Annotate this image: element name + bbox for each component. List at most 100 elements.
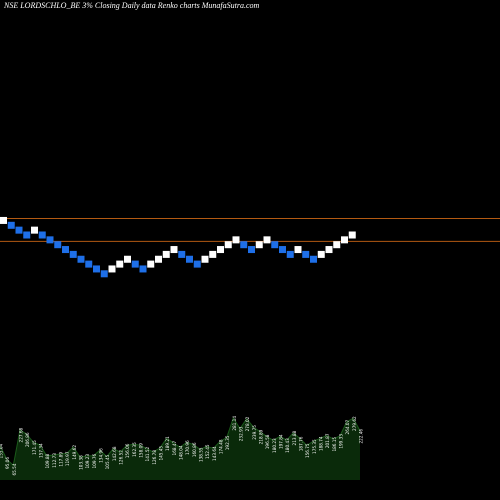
volume-label: 174.48 <box>219 439 224 454</box>
volume-line <box>0 416 361 467</box>
volume-label: 189.21 <box>165 436 170 451</box>
volume-label: 126.52 <box>119 450 124 465</box>
renko-brick-up <box>232 236 240 244</box>
renko-brick-down <box>286 250 294 258</box>
renko-brick-up <box>333 241 341 249</box>
renko-brick-down <box>15 226 23 234</box>
renko-brick-up <box>325 246 333 254</box>
volume-label: 141.52 <box>145 446 150 461</box>
renko-brick-up <box>209 250 217 258</box>
renko-brick-down <box>100 270 108 278</box>
volume-label: 213.88 <box>292 430 297 445</box>
volume-label: 188.74 <box>319 436 324 451</box>
volume-label: 206.86 <box>25 432 30 447</box>
volume-label: 227.68 <box>19 427 24 442</box>
renko-brick-down <box>178 250 186 258</box>
volume-label: 192.35 <box>225 435 230 450</box>
volume-label: 197.84 <box>279 434 284 449</box>
volume-label: 156.06 <box>125 443 130 458</box>
volume-label: 65.54 <box>12 463 17 475</box>
volume-label: 278.02 <box>245 416 250 431</box>
renko-brick-down <box>193 260 201 268</box>
renko-brick-down <box>271 241 279 249</box>
volume-label: 149.62 <box>72 445 77 460</box>
renko-brick-up <box>341 236 348 244</box>
volume-label: 187.76 <box>299 436 304 451</box>
volume-label: 126.78 <box>152 450 157 465</box>
renko-brick-down <box>54 241 62 249</box>
renko-brick-up <box>294 246 302 254</box>
volume-label: 162.35 <box>132 442 137 457</box>
volume-label: 199.33 <box>339 434 344 449</box>
renko-brick-up <box>162 250 170 258</box>
volume-area <box>0 416 361 480</box>
renko-brick-down <box>46 236 54 244</box>
reference-lines <box>0 217 500 242</box>
renko-brick-down <box>38 231 46 239</box>
chart-title: NSE LORDSCHLO_BE 3% Closing Daily data R… <box>4 1 260 10</box>
volume-area-fill <box>0 418 360 480</box>
volume-label: 112.73 <box>52 453 57 468</box>
volume-label: 156.75 <box>305 443 310 458</box>
volume-label: 109.88 <box>45 453 50 468</box>
volume-label: 155.04 <box>0 443 4 458</box>
volume-label: 186.15 <box>332 437 337 452</box>
renko-brick-down <box>248 246 255 254</box>
volume-label: 160.86 <box>192 442 197 457</box>
volume-label: 180.43 <box>285 438 290 453</box>
renko-brick-down <box>139 265 147 273</box>
renko-brick-down <box>23 231 31 239</box>
renko-brick-up <box>217 246 224 254</box>
volume-label: 109.23 <box>85 454 90 469</box>
volume-label: 95.06 <box>5 457 10 469</box>
volume-label: 232.93 <box>239 426 244 441</box>
volume-label: 143.64 <box>212 446 217 461</box>
volume-label: 279.62 <box>352 416 357 431</box>
renko-brick-down <box>85 260 93 268</box>
volume-label: 152.45 <box>205 444 210 459</box>
volume-label: 105.45 <box>105 454 110 469</box>
renko-brick-down <box>186 255 193 263</box>
volume-label: 168.47 <box>172 440 177 455</box>
renko-brick-down <box>240 241 248 249</box>
renko-brick-down <box>7 221 15 229</box>
renko-brick-up <box>124 255 131 263</box>
volume-label: 148.04 <box>179 445 184 460</box>
volume-label: 119.97 <box>65 451 70 466</box>
volume-label: 180.23 <box>272 438 277 453</box>
volume-label: 218.89 <box>259 429 264 444</box>
renko-brick-down <box>62 246 69 254</box>
renko-brick-up <box>201 255 209 263</box>
volume-label: 264.07 <box>345 419 350 434</box>
renko-brick-up <box>0 216 7 224</box>
renko-bricks <box>0 216 356 278</box>
renko-brick-up <box>170 246 178 254</box>
volume-label: 281.14 <box>232 416 237 431</box>
renko-brick-down <box>69 250 77 258</box>
volume-label: 109.76 <box>92 453 97 468</box>
volume-label: 134.96 <box>99 448 104 463</box>
renko-brick-down <box>279 246 286 254</box>
volume-label: 158.09 <box>139 443 144 458</box>
renko-brick-up <box>108 265 116 273</box>
volume-label: 138.55 <box>199 447 204 462</box>
renko-brick-down <box>310 255 317 263</box>
renko-brick-up <box>147 260 155 268</box>
renko-brick-up <box>263 236 271 244</box>
volume-label: 170.96 <box>185 440 190 455</box>
renko-brick-down <box>131 260 139 268</box>
volume-label: 145.45 <box>159 446 164 461</box>
volume-label: 157.34 <box>39 443 44 458</box>
renko-brick-up <box>224 241 232 249</box>
volume-label: 201.87 <box>325 433 330 448</box>
renko-brick-down <box>77 255 85 263</box>
renko-brick-down <box>93 265 100 273</box>
volume-label: 175.35 <box>312 439 317 454</box>
volume-label: 142.68 <box>112 446 117 461</box>
volume-label: 239.75 <box>252 425 257 440</box>
volume-label: 171.45 <box>32 440 37 455</box>
renko-brick-up <box>348 231 356 239</box>
volume-label: 196.58 <box>265 434 270 449</box>
